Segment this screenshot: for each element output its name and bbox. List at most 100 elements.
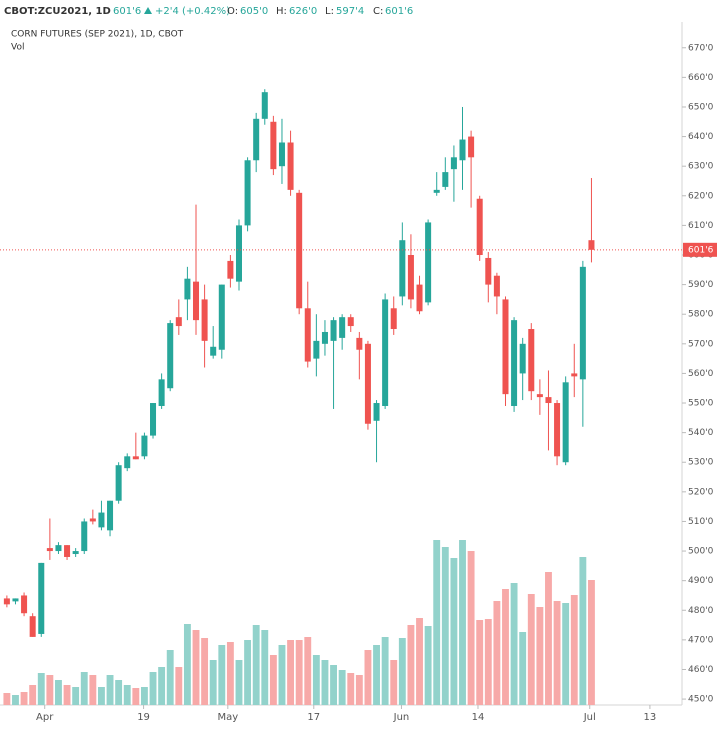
volume-bar xyxy=(226,642,234,705)
candle-body xyxy=(124,456,131,469)
volume-bar xyxy=(536,607,544,705)
volume-bar xyxy=(106,675,114,705)
x-tick-label: May xyxy=(217,712,238,723)
volume-bar xyxy=(579,557,587,705)
y-tick-label: 570'0 xyxy=(688,339,714,349)
candle-body xyxy=(115,465,122,501)
candle-body xyxy=(373,403,380,421)
volume-bar xyxy=(192,630,200,705)
candle-body xyxy=(536,394,543,398)
ohlc-label: L: xyxy=(325,6,334,17)
volume-bar xyxy=(562,603,570,705)
candle-body xyxy=(407,255,414,300)
up-arrow xyxy=(144,7,152,14)
volume-bar xyxy=(390,660,398,705)
volume-bar xyxy=(149,672,157,705)
chart-title: CORN FUTURES (SEP 2021), 1D, CBOT xyxy=(11,30,184,40)
y-tick-label: 550'0 xyxy=(688,399,714,409)
ohlc-value: 626'0 xyxy=(289,6,317,17)
volume-bar xyxy=(3,693,11,705)
candle-body xyxy=(29,616,36,637)
volume-bar xyxy=(570,595,578,705)
x-tick-label: Jul xyxy=(583,712,596,723)
candle-body xyxy=(442,172,449,187)
ohlc-value: 601'6 xyxy=(385,6,413,17)
candle-body xyxy=(141,435,148,457)
candle-body xyxy=(382,299,389,406)
volume-bar xyxy=(20,692,28,705)
volume-bar xyxy=(527,594,535,705)
candle-body xyxy=(502,299,509,395)
change: +2'4 (+0.42%) xyxy=(155,6,230,17)
candle-body xyxy=(158,379,165,406)
volume-bar xyxy=(476,620,484,705)
volume-bar xyxy=(398,638,406,705)
candle-body xyxy=(304,308,311,362)
x-tick-label: Jun xyxy=(393,712,410,723)
candle-body xyxy=(554,403,561,457)
candle-body xyxy=(459,139,466,161)
volume-bar xyxy=(364,650,372,705)
y-tick-label: 580'0 xyxy=(688,310,714,320)
y-tick-label: 670'0 xyxy=(688,43,714,53)
volume-bar xyxy=(330,665,337,705)
volume-bar xyxy=(166,650,174,705)
candle-body xyxy=(167,323,174,389)
volume-bar xyxy=(588,580,595,705)
last-value: 601'6 xyxy=(113,6,141,17)
volume-bar xyxy=(407,625,415,705)
candle-body xyxy=(192,281,200,321)
candle-body xyxy=(528,329,535,392)
last-price-label: 601'6 xyxy=(688,245,714,255)
candle-body xyxy=(278,142,285,167)
symbol: CBOT:ZCU2021, 1D xyxy=(4,6,111,17)
volume-bar xyxy=(63,685,71,705)
volume-bar xyxy=(304,637,312,705)
volume-bar xyxy=(80,672,88,705)
y-tick-label: 640'0 xyxy=(688,132,714,142)
y-tick-label: 450'0 xyxy=(688,695,714,705)
x-tick-label: 13 xyxy=(644,712,657,723)
volume-bar xyxy=(355,675,363,705)
y-tick-label: 610'0 xyxy=(688,221,714,231)
volume-bar xyxy=(218,645,226,705)
volume-bar xyxy=(459,540,466,705)
volume-bar xyxy=(493,601,501,705)
volume-bar xyxy=(55,680,62,705)
candle-body xyxy=(296,192,303,309)
candle-body xyxy=(545,397,552,404)
y-tick-label: 660'0 xyxy=(688,73,714,83)
x-tick-label: 17 xyxy=(307,712,320,723)
volume-bar xyxy=(424,626,432,705)
y-tick-label: 560'0 xyxy=(688,369,714,379)
candle-body xyxy=(493,275,500,297)
volume-bar xyxy=(252,625,260,705)
volume-bar xyxy=(201,638,209,705)
ohlc-value: 605'0 xyxy=(240,6,268,17)
volume-bar xyxy=(29,685,37,705)
volume-bar xyxy=(312,655,320,705)
candle-body xyxy=(330,320,337,341)
volume-bar xyxy=(261,630,269,705)
candle-body xyxy=(588,240,595,250)
x-tick-label: 19 xyxy=(137,712,150,723)
candle-body xyxy=(450,157,457,170)
volume-bar xyxy=(183,624,191,705)
candle-body xyxy=(235,225,242,282)
volume-bar xyxy=(98,687,105,705)
candle-body xyxy=(89,518,96,522)
candle-body xyxy=(579,266,586,380)
ohlc-label: H: xyxy=(276,6,287,17)
candle-body xyxy=(64,545,71,557)
candle-body xyxy=(511,320,518,406)
volume-bar xyxy=(123,685,131,705)
candle-body xyxy=(339,317,346,338)
volume-bar xyxy=(46,675,54,705)
y-tick-label: 530'0 xyxy=(688,458,714,468)
ohlc-label: O: xyxy=(227,6,238,17)
candle-body xyxy=(201,299,208,341)
volume-bar xyxy=(269,655,277,705)
volume-bar xyxy=(373,645,380,705)
last-price-tag xyxy=(683,242,717,257)
